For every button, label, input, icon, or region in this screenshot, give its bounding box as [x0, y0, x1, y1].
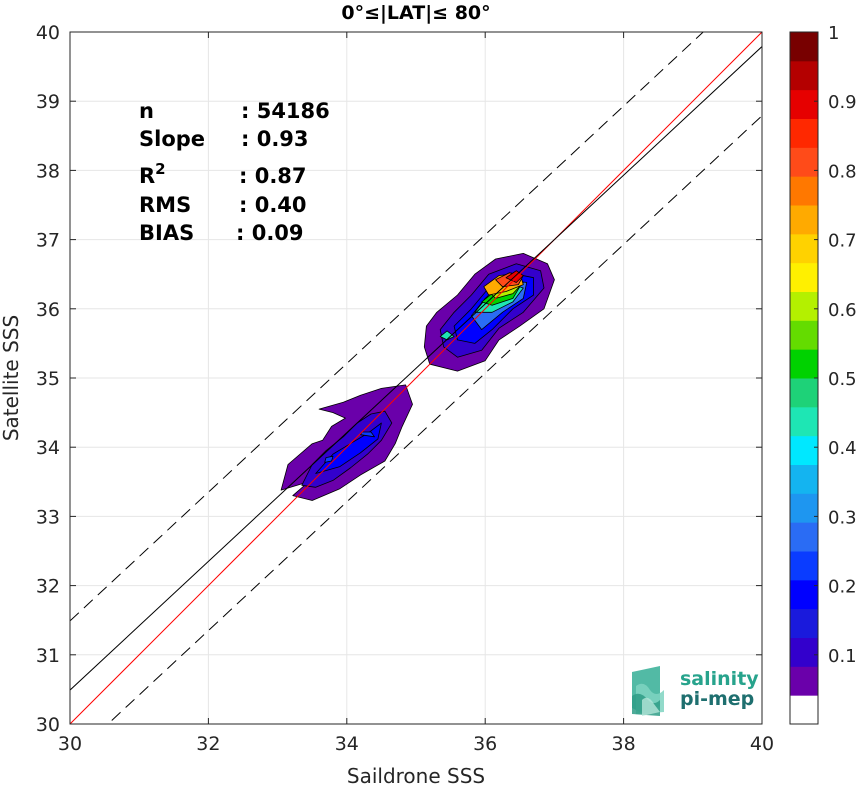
colorbar-segment	[790, 262, 818, 292]
x-tick-labels: 30 32 34 36 38 40	[58, 32, 774, 755]
contour-level	[439, 330, 455, 341]
colorbar-segment	[790, 147, 818, 177]
grid-lines	[69, 31, 763, 725]
colorbar: 0.1 0.2 0.3 0.4 0.5 0.6 0.7 0.8 0.9 1	[789, 23, 857, 725]
lower-bound-line	[107, 115, 762, 724]
colorbar-tick-label: 0.6	[828, 300, 857, 321]
colorbar-tick-label: 0.2	[828, 577, 857, 598]
y-tick-labels: 30 31 32 33 34 35 36 37 38 39 40	[36, 22, 762, 736]
logo-line-salinity: salinity	[680, 668, 759, 690]
stat-value: : 0.87	[239, 164, 307, 188]
colorbar-segment	[790, 32, 818, 62]
regression-line	[70, 46, 762, 691]
colorbar-segment	[790, 291, 818, 321]
x-tick-label: 34	[335, 733, 359, 755]
stat-key: RMS	[139, 193, 191, 217]
x-tick-label: 40	[750, 733, 774, 755]
colorbar-segment	[790, 176, 818, 206]
colorbar-segment	[790, 378, 818, 408]
colorbar-segment	[790, 349, 818, 379]
colorbar-tick-label: 0.7	[828, 231, 857, 252]
colorbar-segment	[790, 695, 818, 725]
colorbar-segment	[790, 464, 818, 494]
colorbar-tick-label: 1	[828, 23, 839, 44]
stat-key: Slope	[139, 127, 205, 151]
colorbar-tick-label: 0.9	[828, 92, 857, 113]
y-tick-label: 39	[36, 91, 60, 113]
colorbar-segment	[790, 551, 818, 581]
wave-logo-icon	[632, 666, 664, 716]
x-tick-label: 30	[58, 733, 82, 755]
colorbar-segment	[790, 522, 818, 552]
one-to-one-line	[70, 32, 762, 724]
contour-level	[324, 455, 334, 463]
logo-line-pi-mep: pi-mep	[680, 688, 754, 710]
colorbar-segment	[790, 233, 818, 264]
x-tick-label: 38	[612, 733, 636, 755]
colorbar-tick-label: 0.4	[828, 438, 857, 459]
colorbar-segment	[790, 666, 818, 696]
chart-title: 0°≤|LAT|≤ 80°	[341, 2, 490, 24]
upper-bound-line	[70, 32, 704, 622]
stat-key: n	[139, 99, 154, 123]
y-tick-label: 32	[36, 576, 60, 598]
colorbar-segment	[790, 205, 818, 235]
colorbar-segment	[790, 320, 818, 350]
stat-key-superscript: 2	[155, 160, 165, 178]
stat-value: : 0.09	[236, 221, 304, 245]
x-axis-label: Saildrone SSS	[347, 764, 485, 786]
reference-lines	[70, 32, 762, 724]
y-tick-label: 37	[36, 230, 60, 252]
x-tick-label: 32	[196, 733, 220, 755]
colorbar-segment	[790, 579, 818, 610]
salinity-pi-mep-logo: salinity pi-mep	[632, 666, 759, 716]
stat-value: : 0.93	[241, 127, 309, 151]
y-tick-label: 31	[36, 645, 60, 667]
colorbar-tick-label: 0.5	[828, 369, 857, 390]
colorbar-tick-label: 0.3	[828, 507, 857, 528]
stat-value: : 0.40	[239, 193, 307, 217]
colorbar-segment	[790, 60, 818, 91]
colorbar-segment	[790, 406, 818, 437]
colorbar-segment	[790, 118, 818, 148]
colorbar-tick-label: 0.8	[828, 161, 857, 182]
y-tick-label: 38	[36, 160, 60, 182]
y-tick-label: 40	[36, 22, 60, 44]
y-tick-label: 36	[36, 299, 60, 321]
y-tick-label: 34	[36, 437, 60, 459]
stat-value: : 54186	[241, 99, 330, 123]
colorbar-segment	[790, 435, 818, 465]
colorbar-tick-label: 0.1	[828, 646, 857, 667]
stat-key: BIAS	[139, 221, 194, 245]
colorbar-segment	[790, 608, 818, 638]
y-tick-label: 30	[36, 714, 60, 736]
y-axis-label: Satellite SSS	[0, 315, 23, 441]
y-tick-label: 35	[36, 368, 60, 390]
colorbar-segment	[790, 493, 818, 523]
y-tick-label: 33	[36, 506, 60, 528]
colorbar-segment	[790, 89, 818, 119]
colorbar-segment	[790, 637, 818, 667]
x-tick-label: 36	[473, 733, 497, 755]
